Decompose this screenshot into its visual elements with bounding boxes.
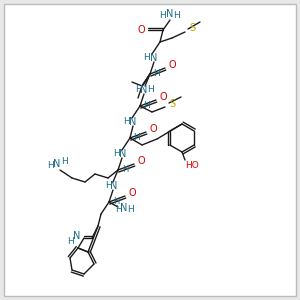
Text: N: N	[166, 9, 174, 19]
Text: H: H	[61, 158, 68, 166]
Text: S: S	[169, 99, 175, 109]
Text: H: H	[105, 182, 111, 190]
Text: N: N	[140, 85, 148, 95]
Text: H: H	[160, 11, 167, 20]
Text: H: H	[122, 164, 128, 173]
FancyBboxPatch shape	[4, 4, 296, 296]
Text: N: N	[110, 181, 118, 191]
Text: H: H	[127, 206, 134, 214]
Text: N: N	[73, 231, 81, 241]
Text: O: O	[149, 124, 157, 134]
Text: H: H	[114, 149, 120, 158]
Text: O: O	[128, 188, 136, 198]
Text: N: N	[150, 53, 158, 63]
Text: H: H	[48, 161, 54, 170]
Text: H: H	[135, 85, 141, 94]
Text: N: N	[53, 159, 61, 169]
Text: O: O	[137, 25, 145, 35]
Text: H: H	[113, 196, 119, 206]
Text: H: H	[67, 236, 73, 245]
Text: H: H	[154, 68, 160, 77]
Text: H: H	[174, 11, 180, 20]
Text: H: H	[144, 100, 150, 109]
Text: N: N	[120, 203, 128, 213]
Text: O: O	[159, 92, 167, 102]
Text: H: H	[134, 133, 140, 142]
Text: O: O	[137, 156, 145, 166]
Text: O: O	[168, 60, 176, 70]
Text: HO: HO	[185, 161, 199, 170]
Text: S: S	[189, 23, 195, 33]
Text: H: H	[144, 53, 150, 62]
Text: H: H	[147, 85, 153, 94]
Text: N: N	[119, 149, 127, 159]
Text: H: H	[124, 118, 130, 127]
Text: H: H	[115, 206, 122, 214]
Text: N: N	[129, 117, 137, 127]
